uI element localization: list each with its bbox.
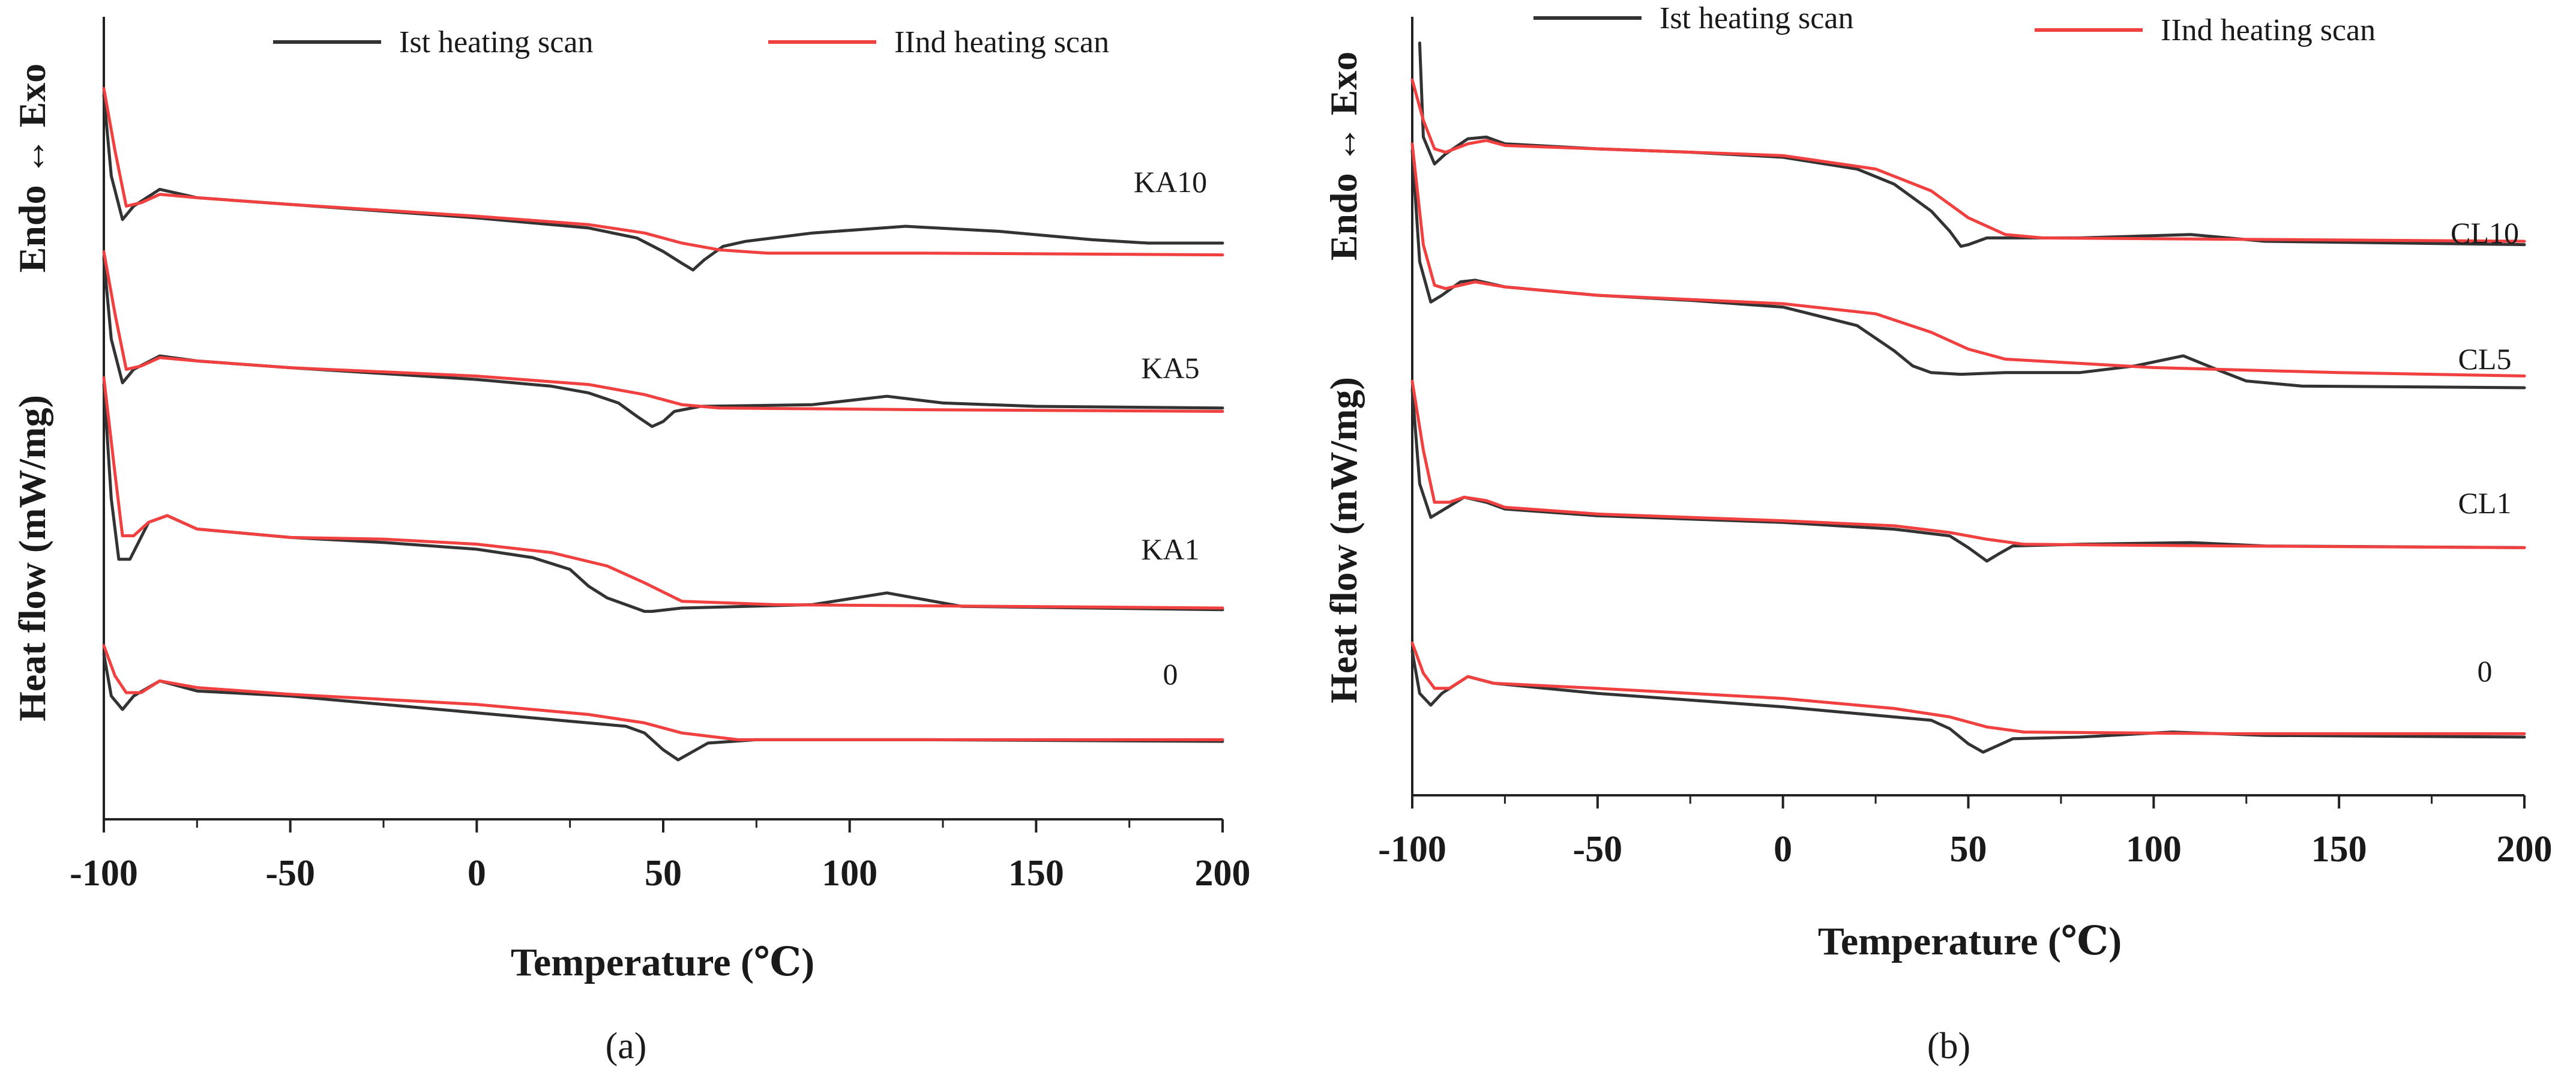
curve-label-ka1: KA1	[1141, 532, 1199, 566]
first-scan-line-ka5	[102, 257, 1224, 429]
curve-label-cl1: CL1	[2458, 486, 2512, 520]
endo-exo-label: Endo ↔ Exo	[11, 64, 53, 273]
x-tick-label: 150	[1008, 853, 1064, 894]
legend-label: Ist heating scan	[1660, 1, 1853, 35]
first-scan-line-cl10	[1418, 41, 2526, 248]
x-tick-label: 0	[468, 853, 486, 894]
x-tick-label: -100	[1378, 829, 1446, 870]
curve-label-cl5: CL5	[2458, 342, 2512, 376]
first-scan-line-0	[102, 652, 1224, 762]
curve-label-ka5: KA5	[1141, 351, 1199, 385]
panel-label: (a)	[606, 1026, 647, 1067]
curve-label-0: 0	[1163, 657, 1178, 691]
second-scan-line-cl1	[1410, 379, 2526, 549]
legend-label: IInd heating scan	[894, 25, 1109, 59]
second-scan-line-0	[1410, 641, 2526, 735]
y-axis-title: Heat flow (mW/mg)	[1322, 377, 1365, 703]
second-scan-line-0	[102, 644, 1224, 741]
curve-label-0: 0	[2478, 654, 2493, 688]
second-scan-line-cl10	[1410, 78, 2526, 243]
x-axis-title: Temperature (℃)	[1818, 920, 2122, 963]
legend-label: IInd heating scan	[2161, 13, 2376, 47]
x-tick-label: 150	[2311, 829, 2367, 870]
chart-panel-a: -100 -50 0 50 100 150 200 Temperature (℃) Heat f…	[11, 17, 1251, 1067]
chart-panel-b: -100 -50 0 50 100 150 200 Temperature (℃) Heat f…	[1322, 1, 2553, 1067]
x-tick-label: 50	[645, 853, 682, 894]
second-scan-line-ka5	[102, 250, 1224, 413]
first-scan-line-ka1	[102, 383, 1224, 613]
y-axis-title: Heat flow (mW/mg)	[11, 395, 53, 721]
second-scan-line-ka1	[102, 376, 1224, 610]
x-tick-label: 200	[2497, 829, 2553, 870]
x-axis-title: Temperature (℃)	[511, 941, 814, 984]
legend-label: Ist heating scan	[399, 25, 593, 59]
endo-exo-label: Endo ↔ Exo	[1322, 52, 1365, 261]
x-tick-label: 50	[1950, 829, 1987, 870]
second-scan-line-ka10	[102, 86, 1224, 257]
x-tick-label: -100	[70, 853, 138, 894]
first-scan-line-ka10	[102, 94, 1224, 272]
x-tick-label: 0	[1774, 829, 1792, 870]
x-tick-label: 200	[1195, 853, 1251, 894]
x-tick-label: 100	[822, 853, 877, 894]
x-tick-label: -50	[265, 853, 315, 894]
curve-label-ka10: KA10	[1134, 165, 1207, 199]
curve-label-cl10: CL10	[2451, 216, 2519, 250]
first-scan-line-cl5	[1410, 149, 2526, 390]
panel-label: (b)	[1927, 1026, 1970, 1067]
x-tick-label: -50	[1573, 829, 1623, 870]
first-scan-line-0	[1410, 649, 2526, 754]
x-tick-label: 100	[2126, 829, 2182, 870]
second-scan-line-cl5	[1410, 142, 2526, 378]
